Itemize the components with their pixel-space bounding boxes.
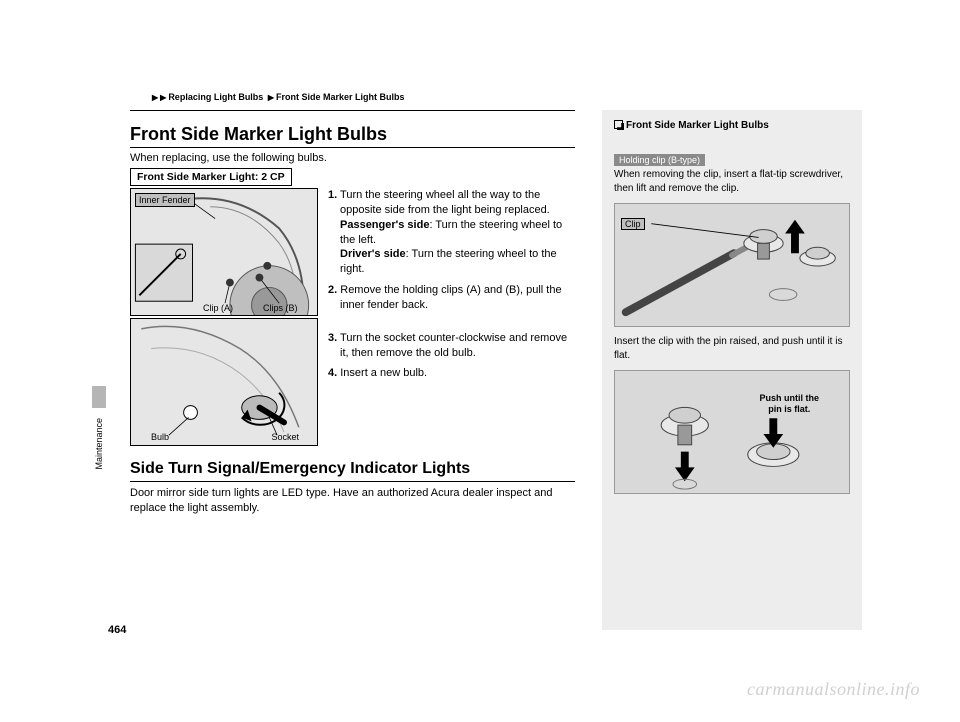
step-4: 4. Insert a new bulb.: [328, 366, 576, 381]
figure-bulb-socket: Bulb Socket: [130, 318, 318, 446]
step-number: 1.: [328, 189, 337, 201]
step-2: 2. Remove the holding clips (A) and (B),…: [328, 283, 576, 313]
figure-clip-insert: Push until the pin is flat.: [614, 370, 850, 494]
breadcrumb-seg-2: Front Side Marker Light Bulbs: [276, 92, 405, 102]
breadcrumb-seg-1: Replacing Light Bulbs: [168, 92, 263, 102]
watermark: carmanualsonline.info: [747, 679, 920, 700]
bulb-socket-diagram: [131, 319, 317, 445]
procedure-steps: 1. Turn the steering wheel all the way t…: [328, 188, 576, 387]
info-sidebar: Front Side Marker Light Bulbs Holding cl…: [602, 110, 862, 630]
sidebar-title-text: Front Side Marker Light Bulbs: [626, 120, 769, 131]
thumb-tab: [92, 386, 106, 408]
inner-fender-diagram: [131, 189, 317, 315]
step-3: 3. Turn the socket counter-clockwise and…: [328, 331, 576, 361]
manual-page: ▶▶Replacing Light Bulbs ▶Front Side Mark…: [0, 0, 960, 722]
divider: [130, 481, 575, 482]
step-number: 2.: [328, 284, 337, 296]
figure-clip-remove: Clip: [614, 203, 850, 327]
chevron-right-icon: ▶: [268, 93, 274, 102]
step-text: Insert a new bulb.: [337, 367, 427, 379]
step-number: 4.: [328, 367, 337, 379]
label-clip: Clip: [621, 218, 645, 230]
info-icon: [614, 120, 623, 129]
intro-text: When replacing, use the following bulbs.: [130, 152, 327, 164]
section-label: Maintenance: [94, 418, 104, 470]
step-text: Turn the steering wheel all the way to t…: [337, 189, 550, 216]
page-number: 464: [108, 624, 126, 636]
step-sub-label: Passenger's side: [340, 219, 429, 231]
divider: [130, 147, 575, 148]
label-push-flat: Push until the pin is flat.: [760, 393, 820, 415]
led-note: Door mirror side turn lights are LED typ…: [130, 486, 575, 517]
sidebar-paragraph: When removing the clip, insert a flat-ti…: [614, 168, 850, 195]
page-title: Front Side Marker Light Bulbs: [130, 124, 387, 145]
sidebar-title: Front Side Marker Light Bulbs: [614, 120, 769, 131]
step-text: Turn the socket counter-clockwise and re…: [337, 332, 567, 359]
label-clip-a: Clip (A): [203, 303, 233, 313]
bulb-spec-box: Front Side Marker Light: 2 CP: [130, 168, 292, 186]
step-number: 3.: [328, 332, 337, 344]
label-inner-fender: Inner Fender: [135, 193, 195, 207]
label-bulb: Bulb: [151, 432, 169, 442]
figure-inner-fender: Inner Fender Clip (A) Clips (B): [130, 188, 318, 316]
section-heading: Side Turn Signal/Emergency Indicator Lig…: [130, 460, 470, 478]
sidebar-tag: Holding clip (B-type): [614, 154, 705, 166]
step-sub-label: Driver's side: [340, 248, 406, 260]
breadcrumb: ▶▶Replacing Light Bulbs ▶Front Side Mark…: [152, 92, 405, 102]
step-1: 1. Turn the steering wheel all the way t…: [328, 188, 576, 277]
sidebar-paragraph: Insert the clip with the pin raised, and…: [614, 335, 850, 362]
divider: [130, 110, 575, 111]
step-text: Remove the holding clips (A) and (B), pu…: [337, 284, 561, 311]
label-clips-b: Clips (B): [263, 303, 298, 313]
chevron-right-icon: ▶: [160, 93, 166, 102]
label-socket: Socket: [271, 432, 299, 442]
chevron-right-icon: ▶: [152, 93, 158, 102]
